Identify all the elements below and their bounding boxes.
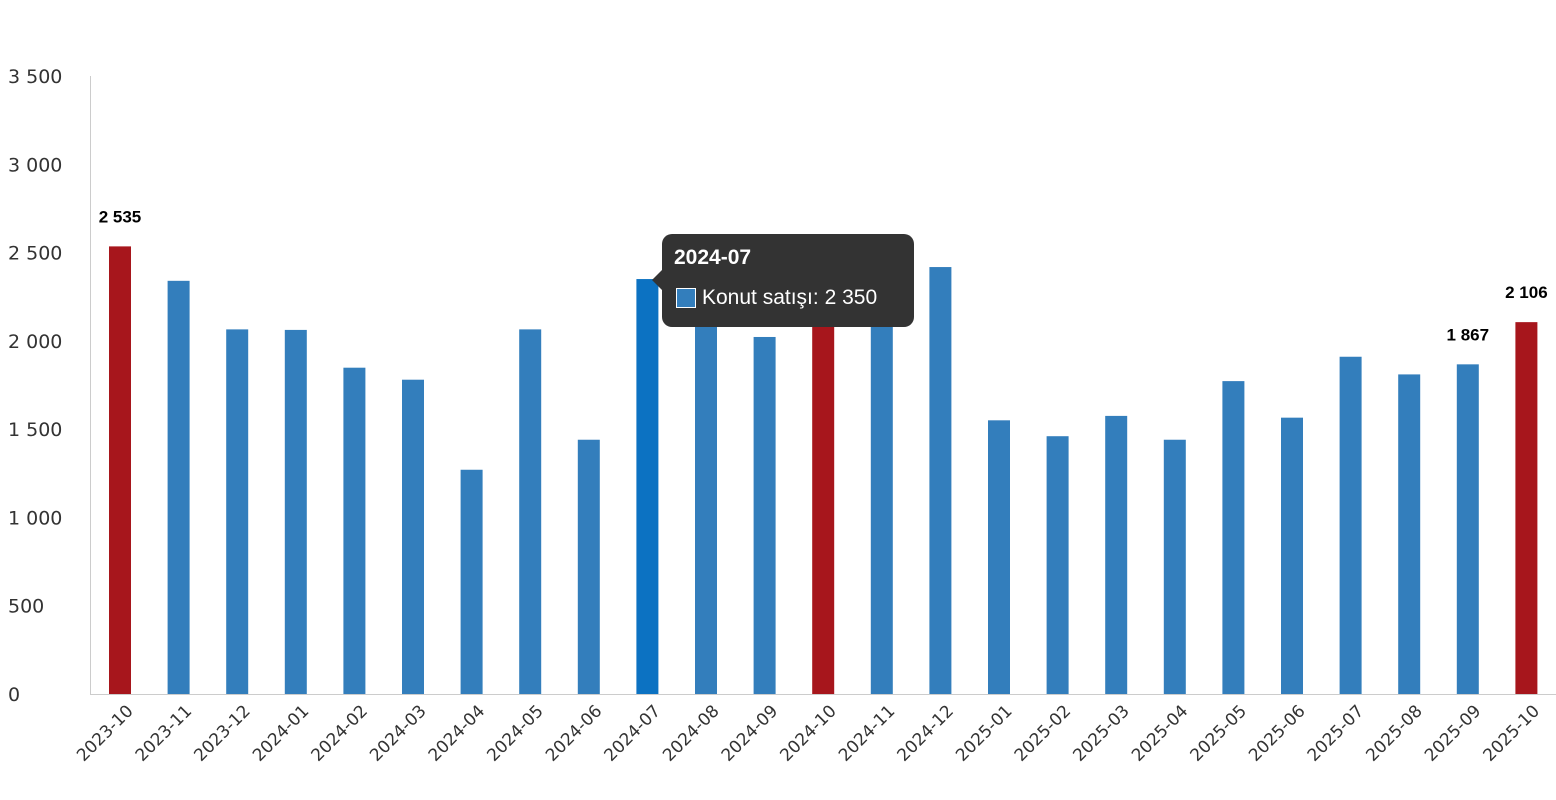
bar-2024-04[interactable] <box>460 469 483 694</box>
data-label-2023-10: 2 535 <box>99 207 142 226</box>
x-tick-label: 2025-05 <box>1187 701 1251 765</box>
y-tick-label: 2 500 <box>8 243 62 265</box>
x-tick-label: 2025-01 <box>952 701 1016 765</box>
data-label-2025-09: 1 867 <box>1447 325 1490 344</box>
x-tick-label: 2024-10 <box>776 701 840 765</box>
x-tick-label: 2025-03 <box>1069 701 1133 765</box>
bar-2025-09[interactable] <box>1456 364 1479 694</box>
tooltip-value: 2 350 <box>824 286 878 309</box>
tooltip-row: Konut satışı: 2 350 <box>674 285 902 311</box>
x-tick-label: 2025-10 <box>1480 701 1544 765</box>
x-tick-label: 2023-10 <box>73 701 137 765</box>
bar-2025-08[interactable] <box>1398 374 1421 694</box>
x-tick-label: 2024-03 <box>366 701 430 765</box>
tooltip-separator: : <box>812 286 825 309</box>
bar-2023-10[interactable] <box>109 246 131 695</box>
x-tick-label: 2024-07 <box>601 701 665 765</box>
bar-2025-10[interactable] <box>1515 322 1538 694</box>
bar-2023-12[interactable] <box>226 329 249 694</box>
tooltip-series-swatch <box>676 288 696 308</box>
x-tick-label: 2025-08 <box>1362 701 1426 765</box>
y-tick-label: 500 <box>8 596 44 618</box>
bar-2025-01[interactable] <box>988 420 1010 694</box>
x-tick-label: 2025-02 <box>1011 701 1075 765</box>
bar-2024-10[interactable] <box>812 319 835 694</box>
bar-2023-11[interactable] <box>167 280 190 694</box>
x-tick-label: 2024-05 <box>483 701 547 765</box>
y-tick-label: 0 <box>8 684 20 706</box>
bar-2024-02[interactable] <box>343 367 366 694</box>
bar-2025-03[interactable] <box>1105 415 1128 694</box>
x-tick-label: 2024-04 <box>425 701 489 765</box>
bar-2024-01[interactable] <box>284 329 307 694</box>
bar-2024-05[interactable] <box>519 329 542 694</box>
bar-2024-07[interactable] <box>636 279 659 694</box>
y-tick-label: 3 500 <box>8 66 62 88</box>
y-tick-label: 1 000 <box>8 507 62 529</box>
x-tick-label: 2024-11 <box>835 701 899 765</box>
bar-2025-04[interactable] <box>1163 439 1186 694</box>
x-axis-ticks: 2023-102023-112023-122024-012024-022024-… <box>73 701 1544 765</box>
x-tick-label: 2023-11 <box>132 701 196 765</box>
bars <box>109 246 1538 695</box>
bar-2024-12[interactable] <box>929 267 952 694</box>
bar-2024-08[interactable] <box>695 307 717 694</box>
tooltip: 2024-07 Konut satışı: 2 350 <box>652 234 914 327</box>
bar-2025-07[interactable] <box>1339 356 1362 694</box>
x-tick-label: 2023-12 <box>190 701 254 765</box>
bar-2025-06[interactable] <box>1281 417 1303 694</box>
x-tick-label: 2025-09 <box>1421 701 1485 765</box>
x-tick-label: 2024-12 <box>894 701 958 765</box>
y-axis-ticks: 0 500 1 000 1 500 2 000 2 500 3 000 3 500 <box>8 66 62 706</box>
bar-2024-03[interactable] <box>402 379 424 694</box>
tooltip-title: 2024-07 <box>674 246 752 269</box>
x-tick-label: 2024-08 <box>659 701 723 765</box>
bar-2024-06[interactable] <box>577 439 600 694</box>
x-tick-label: 2024-02 <box>308 701 372 765</box>
bar-2025-05[interactable] <box>1222 381 1245 694</box>
x-tick-label: 2024-01 <box>249 701 313 765</box>
bar-2024-11[interactable] <box>870 314 893 694</box>
tooltip-series-name: Konut satışı <box>702 286 813 309</box>
x-tick-label: 2025-07 <box>1304 701 1368 765</box>
x-tick-label: 2024-06 <box>542 701 606 765</box>
x-tick-label: 2025-04 <box>1128 701 1192 765</box>
y-tick-label: 2 000 <box>8 331 62 353</box>
y-tick-label: 1 500 <box>8 419 62 441</box>
y-tick-label: 3 000 <box>8 154 62 176</box>
axes <box>90 76 1556 695</box>
bar-2025-02[interactable] <box>1046 436 1069 694</box>
bar-2024-09[interactable] <box>753 336 776 694</box>
data-label-2025-10: 2 106 <box>1505 283 1548 302</box>
x-tick-label: 2024-09 <box>718 701 782 765</box>
x-tick-label: 2025-06 <box>1245 701 1309 765</box>
